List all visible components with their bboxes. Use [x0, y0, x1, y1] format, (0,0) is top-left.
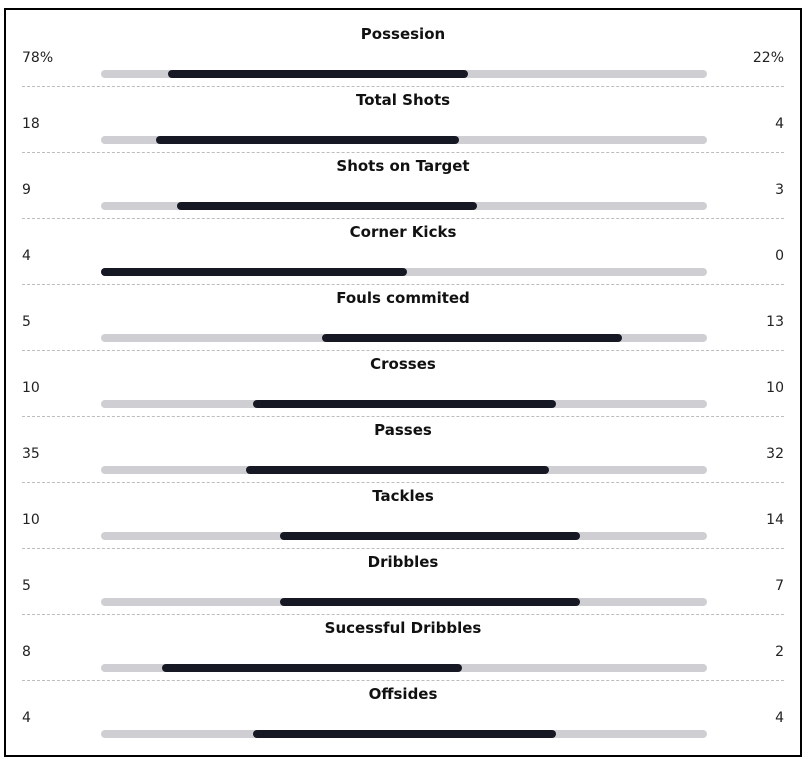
stat-bar-fill	[101, 268, 408, 276]
away-value: 7	[775, 578, 784, 594]
row-divider	[22, 218, 784, 219]
stat-label: Dribbles	[367, 553, 439, 571]
row-divider	[22, 614, 784, 615]
stat-row-corner-kicks: Corner Kicks 4 0	[6, 204, 800, 285]
away-value: 32	[766, 446, 784, 462]
stat-row-offsides: Offsides 4 4	[6, 666, 800, 738]
stat-bar-fill	[161, 664, 462, 672]
stat-bar-fill	[252, 730, 556, 738]
home-value: 18	[22, 116, 40, 132]
away-value: 22%	[752, 50, 784, 66]
stat-bar-track	[101, 268, 707, 276]
home-value: 4	[22, 248, 31, 264]
row-divider	[22, 482, 784, 483]
home-value: 35	[22, 446, 40, 462]
row-divider	[22, 680, 784, 681]
away-value: 4	[775, 710, 784, 726]
stat-bar-track	[101, 70, 707, 78]
stat-row-passes: Passes 35 32	[6, 402, 800, 483]
stat-label: Fouls commited	[336, 289, 470, 307]
stat-bar-track	[101, 664, 707, 672]
row-divider	[22, 86, 784, 87]
stat-bar-track	[101, 532, 707, 540]
stat-bar-fill	[155, 136, 459, 144]
row-divider	[22, 152, 784, 153]
stat-bar-track	[101, 334, 707, 342]
stat-bar-fill	[322, 334, 623, 342]
home-value: 10	[22, 512, 40, 528]
stat-label: Corner Kicks	[349, 223, 457, 241]
home-value: 5	[22, 578, 31, 594]
stat-bar-fill	[167, 70, 468, 78]
stat-label: Offsides	[368, 685, 438, 703]
stat-bar-track	[101, 598, 707, 606]
stat-label: Total Shots	[355, 91, 451, 109]
home-value: 4	[22, 710, 31, 726]
away-value: 14	[766, 512, 784, 528]
stat-bar-fill	[279, 598, 580, 606]
away-value: 10	[766, 380, 784, 396]
stat-bar-track	[101, 202, 707, 210]
stat-row-sucessful-dribbles: Sucessful Dribbles 8 2	[6, 600, 800, 681]
stat-row-total-shots: Total Shots 18 4	[6, 72, 800, 153]
home-value: 8	[22, 644, 31, 660]
stat-row-dribbles: Dribbles 5 7	[6, 534, 800, 615]
row-divider	[22, 416, 784, 417]
stat-bar-fill	[252, 400, 556, 408]
stat-bar-track	[101, 466, 707, 474]
stat-bar-track	[101, 730, 707, 738]
stat-label: Shots on Target	[336, 157, 470, 175]
stat-label: Sucessful Dribbles	[324, 619, 482, 637]
stat-label: Passes	[374, 421, 432, 439]
stat-row-shots-on-target: Shots on Target 9 3	[6, 138, 800, 219]
row-divider	[22, 350, 784, 351]
stat-label: Tackles	[372, 487, 434, 505]
stat-row-fouls-commited: Fouls commited 5 13	[6, 270, 800, 351]
stat-row-crosses: Crosses 10 10	[6, 336, 800, 417]
away-value: 0	[775, 248, 784, 264]
row-divider	[22, 548, 784, 549]
away-value: 2	[775, 644, 784, 660]
stat-bar-fill	[246, 466, 550, 474]
row-divider	[22, 284, 784, 285]
home-value: 9	[22, 182, 31, 198]
stat-bar-track	[101, 136, 707, 144]
home-value: 10	[22, 380, 40, 396]
match-stats-panel: Possesion 78% 22% Total Shots 18 4 Shots on Ta…	[4, 8, 802, 757]
away-value: 13	[766, 314, 784, 330]
away-value: 3	[775, 182, 784, 198]
stat-label: Crosses	[370, 355, 436, 373]
stat-bar-fill	[279, 532, 580, 540]
stat-label: Possesion	[360, 25, 446, 43]
home-value: 5	[22, 314, 31, 330]
stat-row-possesion: Possesion 78% 22%	[6, 6, 800, 87]
home-value: 78%	[22, 50, 54, 66]
away-value: 4	[775, 116, 784, 132]
stat-row-tackles: Tackles 10 14	[6, 468, 800, 549]
stat-bar-fill	[176, 202, 477, 210]
stat-bar-track	[101, 400, 707, 408]
